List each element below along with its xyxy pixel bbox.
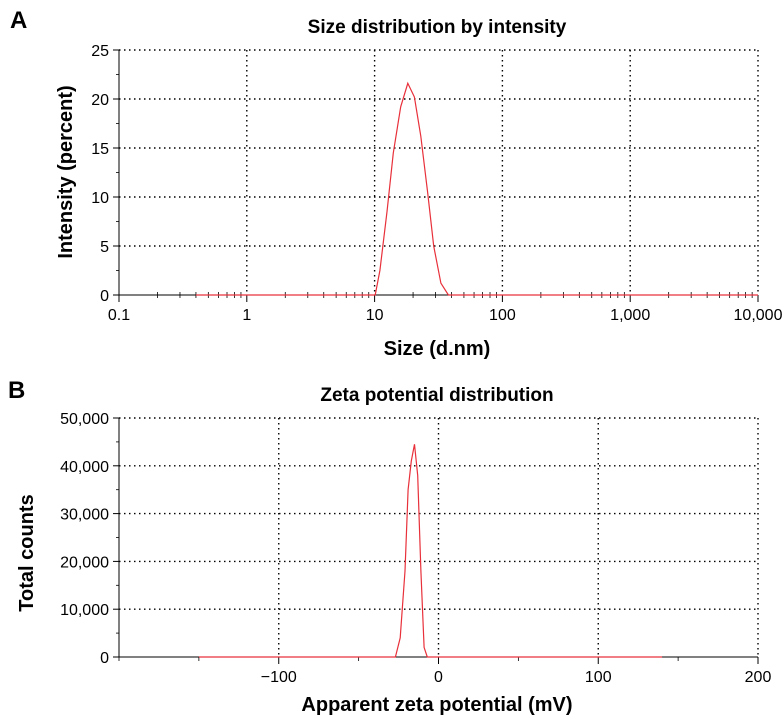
series-line-b bbox=[198, 444, 663, 658]
x-tick-label: 0 bbox=[434, 669, 443, 686]
y-tick-label: 5 bbox=[100, 239, 109, 256]
y-tick-labels-b: 0 10,000 20,000 30,000 40,000 50,000 bbox=[60, 411, 109, 667]
y-tick-label: 25 bbox=[91, 43, 109, 60]
y-tick-label: 0 bbox=[100, 288, 109, 305]
x-tick-label: 200 bbox=[745, 669, 772, 686]
panel-b: B Zeta potential distribution −100 0 100 20… bbox=[8, 377, 771, 716]
panel-label-b: B bbox=[8, 377, 25, 404]
y-tick-label: 0 bbox=[100, 650, 109, 667]
panel-label-a: A bbox=[10, 7, 27, 34]
series-line-a bbox=[195, 81, 758, 296]
y-tick-label: 10 bbox=[91, 190, 109, 207]
chart-title-a: Size distribution by intensity bbox=[308, 17, 567, 38]
x-tick-label: 10,000 bbox=[734, 307, 783, 324]
axes-b bbox=[113, 417, 759, 664]
x-tick-label: 100 bbox=[489, 307, 516, 324]
x-tick-label: −100 bbox=[261, 669, 297, 686]
y-tick-label: 50,000 bbox=[60, 411, 109, 428]
panel-a: A Size distribution by intensity 0.1 1 10 1… bbox=[10, 7, 783, 360]
x-tick-label: 0.1 bbox=[108, 307, 130, 324]
y-tick-label: 15 bbox=[91, 141, 109, 158]
x-tick-labels-a: 0.1 1 10 100 1,000 10,000 bbox=[108, 307, 783, 324]
gridlines-b bbox=[119, 417, 759, 657]
y-tick-label: 10,000 bbox=[60, 602, 109, 619]
x-tick-label: 1 bbox=[242, 307, 251, 324]
y-tick-label: 20 bbox=[91, 92, 109, 109]
x-axis-title-b: Apparent zeta potential (mV) bbox=[301, 694, 572, 716]
chart-title-b: Zeta potential distribution bbox=[320, 385, 553, 406]
y-axis-title-a: Intensity (percent) bbox=[55, 85, 77, 258]
y-tick-labels-a: 0 5 10 15 20 25 bbox=[91, 43, 109, 305]
y-axis-title-b: Total counts bbox=[16, 494, 38, 611]
x-axis-title-a: Size (d.nm) bbox=[384, 338, 491, 360]
y-tick-label: 30,000 bbox=[60, 507, 109, 524]
y-tick-label: 20,000 bbox=[60, 554, 109, 571]
y-tick-label: 40,000 bbox=[60, 459, 109, 476]
x-tick-label: 100 bbox=[585, 669, 612, 686]
gridlines-a bbox=[119, 49, 759, 295]
x-tick-labels-b: −100 0 100 200 bbox=[261, 669, 772, 686]
x-tick-label: 10 bbox=[366, 307, 384, 324]
x-tick-label: 1,000 bbox=[610, 307, 650, 324]
axes-a bbox=[113, 49, 759, 302]
